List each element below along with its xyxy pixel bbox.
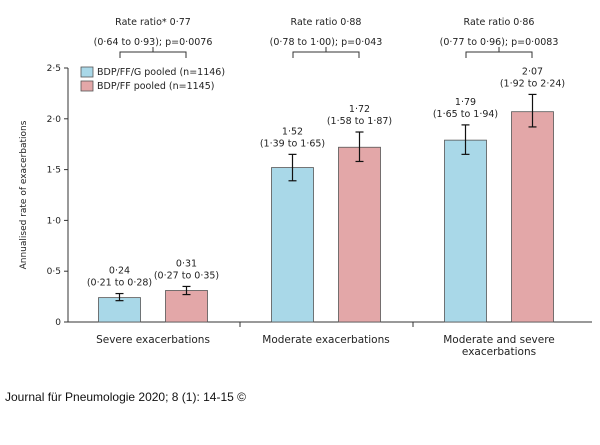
bar-bdp-ff	[165, 290, 208, 323]
data-label-value: 0·31	[176, 258, 197, 269]
rate-ratio-detail: (0·77 to 0·96); p=0·0083	[440, 37, 559, 48]
data-label-ci: (1·58 to 1·87)	[327, 116, 392, 127]
source-credit: Journal für Pneumologie 2020; 8 (1): 14-…	[5, 390, 246, 404]
legend-label: BDP/FF pooled (n=1145)	[97, 81, 214, 92]
y-tick-label: 2·0	[47, 115, 62, 125]
bar-bdp-ff	[511, 111, 554, 323]
rate-ratio-title: Rate ratio 0·88	[291, 17, 362, 28]
data-label-ci: (0·27 to 0·35)	[154, 270, 219, 281]
data-label-value: 1·79	[455, 97, 476, 108]
rate-ratio-brackets: Rate ratio* 0·77 (0·64 to 0·93); p=0·0076…	[94, 17, 559, 58]
rate-ratio-title: Rate ratio* 0·77	[115, 17, 191, 28]
data-label-value: 1·72	[349, 104, 370, 115]
y-tick-label: 0·5	[47, 267, 61, 277]
legend: BDP/FF/G pooled (n=1146) BDP/FF pooled (n…	[80, 66, 225, 92]
bar-bdp-ff-g	[98, 297, 141, 323]
data-label-ci: (1·39 to 1·65)	[260, 138, 325, 149]
axes: 0 0·5 1·0 1·5 2·0 2·5 Annualised rate of exace…	[19, 64, 592, 358]
data-label-ci: (0·21 to 0·28)	[87, 278, 152, 289]
bar-bdp-ff	[338, 146, 381, 323]
legend-label: BDP/FF/G pooled (n=1146)	[97, 67, 225, 78]
y-tick-label: 2·5	[47, 64, 61, 74]
bar-bdp-ff-g	[271, 167, 314, 323]
data-label-value: 0·24	[109, 266, 130, 277]
y-tick-label: 1·5	[47, 166, 61, 176]
y-tick-label: 1·0	[47, 216, 62, 226]
category-label: Moderate exacerbations	[262, 334, 389, 346]
data-label-value: 2·07	[522, 66, 543, 77]
bars	[98, 93, 554, 323]
category-label: exacerbations	[462, 346, 536, 358]
legend-swatch	[80, 66, 94, 78]
data-label-ci: (1·92 to 2·24)	[500, 78, 565, 89]
bar-chart: 0 0·5 1·0 1·5 2·0 2·5 Annualised rate of exace…	[19, 17, 592, 358]
rate-ratio-title: Rate ratio 0·86	[464, 17, 535, 28]
category-label: Moderate and severe	[443, 334, 555, 346]
legend-swatch	[80, 80, 94, 92]
rate-ratio-detail: (0·78 to 1·00); p=0·043	[270, 37, 383, 48]
y-tick-label: 0	[55, 318, 61, 328]
data-label-ci: (1·65 to 1·94)	[433, 109, 498, 120]
data-label-value: 1·52	[282, 126, 303, 137]
data-labels: 0·24(0·21 to 0·28) 1·52(1·39 to 1·65) 1·79…	[87, 66, 565, 288]
category-label: Severe exacerbations	[96, 334, 210, 346]
bar-bdp-ff-g	[444, 139, 487, 323]
rate-ratio-detail: (0·64 to 0·93); p=0·0076	[94, 37, 213, 48]
y-axis-label: Annualised rate of exacerbations	[19, 120, 29, 269]
